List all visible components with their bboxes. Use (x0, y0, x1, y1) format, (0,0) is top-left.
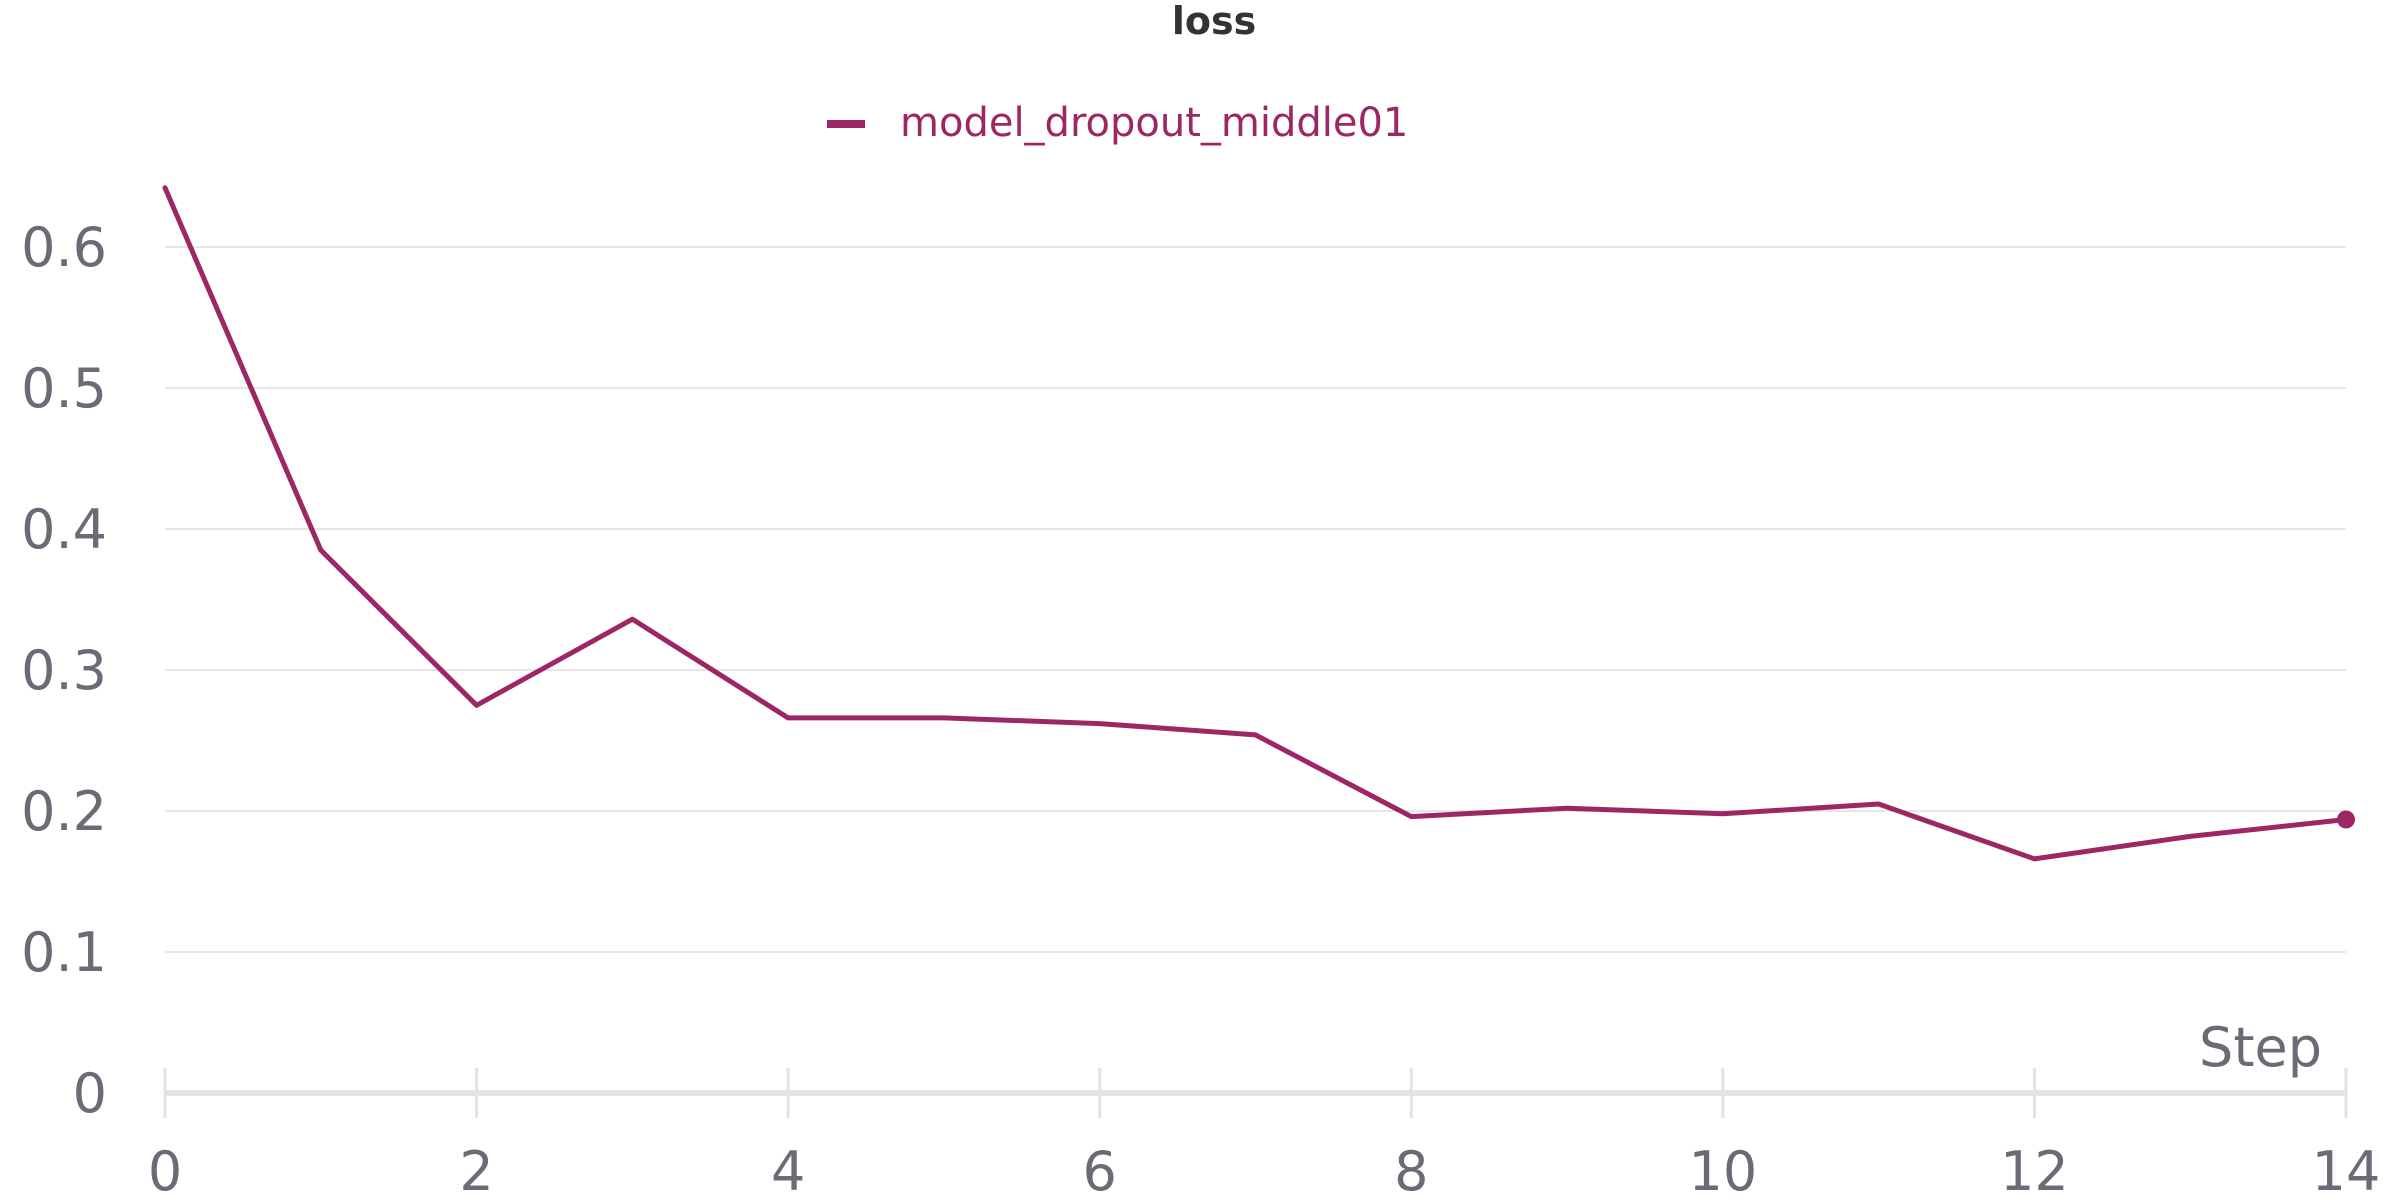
data-point-step-9[interactable] (1563, 804, 1571, 812)
y-tick-label-0.2: 0.2 (21, 780, 107, 843)
legend[interactable]: model_dropout_middle01 (827, 100, 1408, 146)
y-tick-label-0.6: 0.6 (21, 216, 107, 279)
data-point-step-11[interactable] (1875, 800, 1883, 808)
data-point-step-3[interactable] (628, 615, 636, 623)
gridlines (165, 246, 2346, 953)
y-tick-label-0.5: 0.5 (21, 357, 107, 420)
x-tick-label-0: 0 (148, 1140, 182, 1200)
x-tick-label-12: 12 (2000, 1140, 2069, 1200)
legend-label-model-dropout-middle01: model_dropout_middle01 (900, 100, 1408, 146)
x-tick-label-8: 8 (1394, 1140, 1428, 1200)
x-tick-label-2: 2 (459, 1140, 493, 1200)
x-tick-label-6: 6 (1083, 1140, 1117, 1200)
x-tick-labels: 0 2 4 6 8 10 12 14 (148, 1140, 2381, 1200)
x-tick-label-4: 4 (771, 1140, 805, 1200)
data-point-step-14[interactable] (2337, 810, 2355, 829)
data-point-step-1[interactable] (317, 546, 325, 554)
y-tick-label-0.1: 0.1 (21, 921, 107, 984)
data-point-step-10[interactable] (1719, 810, 1727, 818)
y-tick-label-0: 0 (73, 1062, 107, 1125)
data-point-step-7[interactable] (1252, 731, 1260, 739)
x-axis (163, 1068, 2348, 1118)
data-point-step-13[interactable] (2186, 832, 2194, 840)
y-tick-label-0.3: 0.3 (21, 639, 107, 702)
data-point-step-2[interactable] (473, 701, 481, 709)
data-point-step-6[interactable] (1096, 720, 1104, 728)
data-point-step-12[interactable] (2030, 855, 2038, 863)
y-tick-label-0.4: 0.4 (21, 498, 107, 561)
data-point-step-0[interactable] (161, 184, 169, 192)
y-axis: 0 0.1 0.2 0.3 0.4 0.5 0.6 (21, 216, 107, 1125)
data-point-step-5[interactable] (940, 714, 948, 722)
data-point-step-8[interactable] (1407, 813, 1415, 821)
series-line-model-dropout-middle01[interactable] (162, 185, 2349, 862)
x-axis-title: Step (2199, 1016, 2322, 1079)
chart-title: loss (1172, 0, 1256, 43)
data-point-step-4[interactable] (784, 714, 792, 722)
x-tick-label-14: 14 (2312, 1140, 2381, 1200)
x-tick-label-10: 10 (1688, 1140, 1757, 1200)
series-layer (161, 184, 2355, 863)
